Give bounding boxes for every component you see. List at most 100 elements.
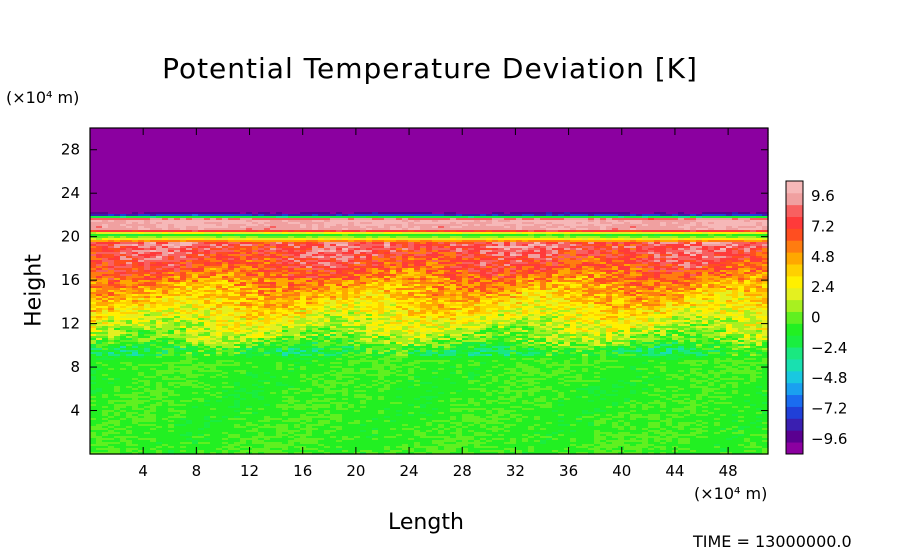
- field-cell: [612, 252, 619, 255]
- field-cell: [408, 228, 421, 231]
- field-cell: [522, 296, 529, 299]
- field-cell: [240, 288, 253, 291]
- field-cell: [396, 320, 403, 323]
- field-cell: [252, 308, 259, 311]
- field-cell: [702, 238, 745, 241]
- field-cell: [432, 280, 439, 283]
- field-cell: [390, 276, 397, 279]
- field-cell: [678, 330, 685, 333]
- field-cell: [594, 266, 601, 269]
- field-cell: [132, 266, 145, 269]
- field-cell: [270, 230, 283, 233]
- field-cell: [744, 336, 751, 339]
- field-cell: [300, 324, 307, 327]
- field-cell: [636, 246, 643, 249]
- field-cell: [168, 280, 181, 283]
- field-cell: [732, 288, 739, 291]
- field-cell: [234, 246, 253, 249]
- field-cell: [198, 274, 211, 277]
- field-cell: [420, 242, 427, 245]
- field-cell: [750, 266, 763, 269]
- field-cell: [384, 302, 397, 305]
- field-cell: [624, 238, 637, 241]
- field-cell: [216, 284, 223, 287]
- field-cell: [204, 222, 223, 225]
- field-cell: [300, 314, 307, 317]
- field-cell: [582, 302, 589, 305]
- field-cell: [330, 296, 337, 299]
- field-cell: [462, 332, 475, 335]
- field-cell: [546, 244, 553, 247]
- field-cell: [708, 246, 715, 249]
- field-cell: [210, 318, 217, 321]
- field-cell: [510, 304, 517, 307]
- field-cell: [528, 336, 535, 339]
- field-cell: [672, 284, 679, 287]
- field-cell: [720, 264, 727, 267]
- field-cell: [456, 252, 463, 255]
- field-cell: [384, 268, 391, 271]
- field-cell: [468, 244, 475, 247]
- field-cell: [432, 306, 439, 309]
- field-cell: [624, 280, 637, 283]
- field-cell: [390, 288, 397, 291]
- field-cell: [264, 338, 271, 341]
- field-cell: [522, 314, 529, 317]
- field-cell: [552, 318, 559, 321]
- field-cell: [330, 294, 343, 297]
- field-cell: [102, 278, 109, 281]
- field-cell: [342, 332, 349, 335]
- field-cell: [678, 328, 685, 331]
- field-cell: [408, 308, 415, 311]
- field-cell: [150, 286, 163, 289]
- field-cell: [138, 240, 145, 243]
- field-cell: [600, 260, 607, 263]
- field-cell: [750, 258, 763, 261]
- field-cell: [546, 254, 553, 257]
- field-cell: [270, 310, 277, 313]
- field-cell: [492, 238, 499, 241]
- field-cell: [276, 262, 283, 265]
- field-cell: [606, 308, 613, 311]
- field-cell: [372, 328, 379, 331]
- field-cell: [426, 324, 433, 327]
- field-cell: [186, 326, 193, 329]
- field-cell: [108, 298, 115, 301]
- field-cell: [510, 314, 517, 317]
- field-cell: [264, 248, 271, 251]
- field-cell: [270, 226, 277, 229]
- field-cell: [522, 270, 529, 273]
- field-cell: [738, 332, 745, 335]
- field-cell: [90, 222, 127, 225]
- field-cell: [390, 244, 397, 247]
- field-cell: [174, 268, 181, 271]
- field-cell: [324, 302, 331, 305]
- field-cell: [306, 308, 313, 311]
- field-cell: [588, 242, 595, 245]
- field-cell: [414, 222, 451, 225]
- field-cell: [534, 298, 541, 301]
- field-cell: [348, 222, 355, 225]
- field-cell: [402, 318, 421, 321]
- field-cell: [300, 222, 325, 225]
- field-cell: [750, 276, 757, 279]
- field-cell: [276, 252, 289, 255]
- field-cell: [690, 252, 697, 255]
- field-cell: [510, 290, 517, 293]
- field-cell: [624, 338, 631, 341]
- field-cell: [414, 268, 421, 271]
- field-cell: [144, 314, 151, 317]
- field-cell: [366, 314, 373, 317]
- field-cell: [390, 280, 397, 283]
- field-cell: [96, 246, 103, 249]
- field-cell: [432, 246, 439, 249]
- field-cell: [114, 236, 121, 239]
- field-cell: [420, 314, 445, 317]
- field-cell: [126, 222, 133, 225]
- field-cell: [744, 328, 757, 331]
- field-cell: [264, 334, 277, 337]
- field-cell: [282, 334, 295, 337]
- field-cell: [606, 270, 619, 273]
- field-cell: [456, 222, 463, 225]
- field-cell: [360, 280, 373, 283]
